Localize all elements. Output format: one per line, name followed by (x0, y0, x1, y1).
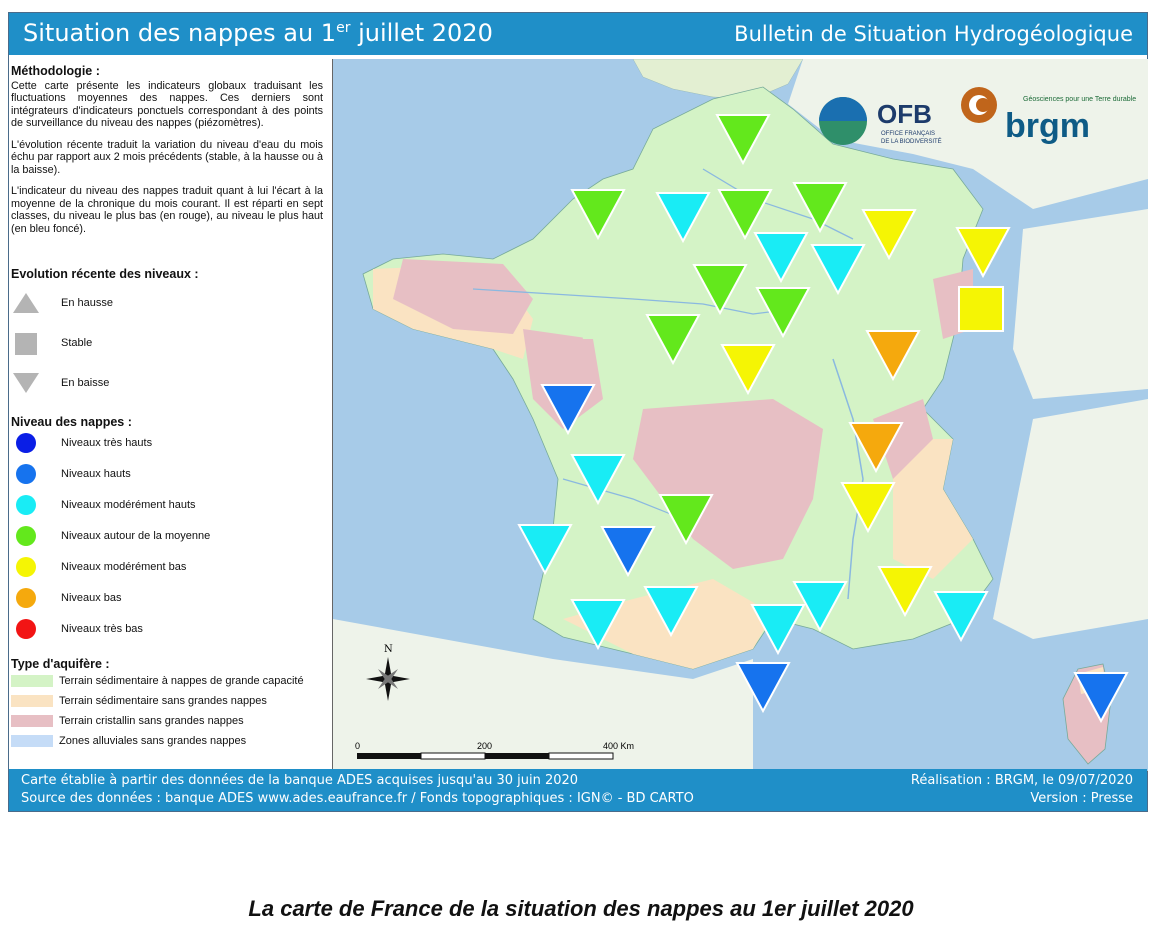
falling-marker-icon (792, 581, 848, 633)
legend-level-4: Niveaux modérément bas (11, 555, 186, 579)
methodology-heading: Méthodologie : (11, 64, 100, 78)
triangle-up-icon (13, 293, 39, 313)
level-dot-icon (16, 464, 36, 484)
north-label: N (384, 644, 393, 655)
level-dot-icon (16, 433, 36, 453)
legend-rising: En hausse (11, 291, 113, 315)
svg-text:OFFICE FRANÇAIS: OFFICE FRANÇAIS (881, 131, 935, 137)
triangle-down-icon (13, 373, 39, 393)
svg-text:Géosciences pour une Terre dur: Géosciences pour une Terre durable (1023, 96, 1136, 103)
scale-label-0: 0 (355, 741, 360, 751)
falling-marker-icon (865, 330, 921, 382)
footer-bar: Carte établie à partir des données de la… (9, 769, 1147, 811)
ofb-logo: OFB OFFICE FRANÇAIS DE LA BIODIVERSITÉ (819, 97, 942, 145)
falling-marker-icon (540, 384, 596, 436)
methodology-p1: Cette carte présente les indicateurs glo… (11, 79, 323, 130)
bulletin-frame: Situation des nappes au 1er juillet 2020… (8, 12, 1148, 812)
falling-marker-icon (861, 209, 917, 261)
aquifer-heading: Type d'aquifère : (11, 657, 110, 671)
level-dot-icon (16, 526, 36, 546)
falling-marker-icon (517, 524, 573, 576)
levels-heading: Niveau des nappes : (11, 415, 132, 429)
falling-marker-icon (720, 344, 776, 396)
level-dot-icon (16, 588, 36, 608)
page-caption: La carte de France de la situation des n… (248, 896, 914, 921)
legend-level-0: Niveaux très hauts (11, 431, 152, 455)
legend-aquifer-0: Terrain sédimentaire à nappes de grande … (11, 669, 304, 693)
legend-panel: Méthodologie : Cette carte présente les … (9, 59, 331, 771)
compass-icon: N (366, 644, 410, 701)
brgm-logo: brgm Géosciences pour une Terre durable (961, 87, 1136, 145)
scale-label-400: 400 Km (603, 741, 634, 751)
footer-line2: Source des données : banque ADES www.ade… (21, 791, 694, 806)
falling-marker-icon (933, 591, 989, 643)
falling-marker-icon (645, 314, 701, 366)
methodology-p3: L'indicateur du niveau des nappes tradui… (11, 185, 323, 235)
aquifer-swatch (11, 675, 53, 687)
aquifer-swatch (11, 695, 53, 707)
falling-marker-icon (1073, 672, 1129, 724)
legend-falling: En baisse (11, 371, 109, 395)
legend-level-3: Niveaux autour de la moyenne (11, 524, 210, 548)
stable-marker-icon (958, 286, 1004, 332)
falling-marker-icon (570, 189, 626, 241)
aquifer-swatch (11, 735, 53, 747)
legend-aquifer-2: Terrain cristallin sans grandes nappes (11, 709, 244, 733)
falling-marker-icon (715, 114, 771, 166)
falling-marker-icon (955, 227, 1011, 279)
falling-marker-icon (600, 526, 656, 578)
falling-marker-icon (750, 604, 806, 656)
legend-level-6: Niveaux très bas (11, 617, 143, 641)
falling-marker-icon (570, 599, 626, 651)
falling-marker-icon (692, 264, 748, 316)
levels-legend: Niveau des nappes : Niveaux très hauts Ni… (11, 415, 327, 655)
aquifer-swatch (11, 715, 53, 727)
svg-text:DE LA BIODIVERSITÉ: DE LA BIODIVERSITÉ (881, 138, 942, 145)
evolution-legend: Evolution récente des niveaux : En hauss… (11, 267, 327, 417)
header-bar: Situation des nappes au 1er juillet 2020… (9, 13, 1147, 55)
square-icon (15, 333, 37, 355)
footer-line1: Carte établie à partir des données de la… (21, 773, 579, 788)
legend-level-2: Niveaux modérément hauts (11, 493, 196, 517)
legend-stable: Stable (11, 331, 92, 355)
bulletin-title: Bulletin de Situation Hydrogéologique (734, 22, 1133, 46)
legend-aquifer-3: Zones alluviales sans grandes nappes (11, 729, 246, 753)
falling-marker-icon (658, 494, 714, 546)
legend-level-5: Niveaux bas (11, 586, 122, 610)
scale-label-200: 200 (477, 741, 492, 751)
level-dot-icon (16, 557, 36, 577)
falling-marker-icon (717, 189, 773, 241)
map-title: Situation des nappes au 1er juillet 2020 (23, 19, 493, 47)
falling-marker-icon (570, 454, 626, 506)
falling-marker-icon (755, 287, 811, 339)
falling-marker-icon (810, 244, 866, 296)
falling-marker-icon (877, 566, 933, 618)
france-map: N 0 200 400 Km OFB OFFICE FRANÇAIS DE LA… (332, 59, 1148, 772)
falling-marker-icon (753, 232, 809, 284)
falling-marker-icon (848, 422, 904, 474)
falling-marker-icon (840, 482, 896, 534)
falling-marker-icon (735, 662, 791, 714)
map-svg: N 0 200 400 Km OFB OFFICE FRANÇAIS DE LA… (333, 59, 1148, 771)
falling-marker-icon (655, 192, 711, 244)
falling-marker-icon (792, 182, 848, 234)
falling-marker-icon (643, 586, 699, 638)
level-dot-icon (16, 619, 36, 639)
evolution-heading: Evolution récente des niveaux : (11, 267, 199, 281)
legend-level-1: Niveaux hauts (11, 462, 131, 486)
legend-aquifer-1: Terrain sédimentaire sans grandes nappes (11, 689, 267, 713)
level-dot-icon (16, 495, 36, 515)
aquifer-legend: Type d'aquifère : Terrain sédimentaire à… (11, 657, 327, 767)
methodology-p2: L'évolution récente traduit la variation… (11, 138, 323, 176)
scale-bar: 0 200 400 Km (355, 741, 634, 760)
methodology: Méthodologie : Cette carte présente les … (11, 65, 323, 244)
svg-text:brgm: brgm (1005, 107, 1090, 145)
svg-text:OFB: OFB (877, 99, 932, 129)
footer-version: Version : Presse (1030, 791, 1133, 806)
footer-realisation: Réalisation : BRGM, le 09/07/2020 (910, 773, 1133, 788)
